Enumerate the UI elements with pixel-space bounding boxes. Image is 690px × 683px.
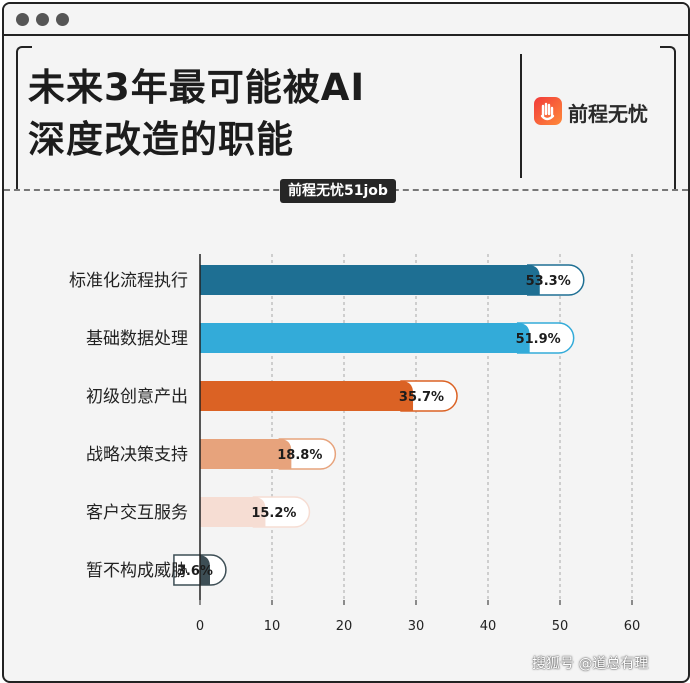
bar-value-label: 53.3% bbox=[526, 274, 571, 289]
x-tick-label: 60 bbox=[624, 619, 641, 634]
x-tick-label: 10 bbox=[264, 619, 281, 634]
header-divider bbox=[520, 54, 522, 178]
bar-value-label: 51.9% bbox=[516, 332, 561, 347]
brand-logo: 前程无忧 bbox=[534, 97, 684, 127]
watermark: 搜狐号 @道总有理 bbox=[532, 656, 649, 672]
x-tick-label: 40 bbox=[480, 619, 497, 634]
brand-name: 前程无忧 bbox=[568, 102, 648, 126]
x-axis: 0 10 20 30 40 50 60 bbox=[196, 254, 640, 634]
bar-value-label: 15.2% bbox=[251, 506, 296, 521]
window-titlebar bbox=[4, 4, 688, 36]
bar-value-label: 3.6% bbox=[177, 564, 213, 579]
bar bbox=[200, 381, 414, 411]
window-dot-icon bbox=[56, 13, 69, 26]
bar bbox=[200, 265, 540, 295]
x-tick-label: 50 bbox=[552, 619, 569, 634]
source-tag: 前程无忧51job bbox=[280, 179, 396, 203]
bar-label-capsule bbox=[278, 438, 337, 470]
bar bbox=[200, 323, 530, 353]
category-label: 客户交互服务 bbox=[86, 503, 188, 523]
bars-layer: 53.3% 标准化流程执行 51.9% 基础数据处理 35.7% 初级创意产出 18.8% 战… bbox=[69, 264, 585, 586]
chart-title: 未来3年最可能被AI 深度改造的职能 bbox=[28, 66, 366, 161]
bar-label-capsule bbox=[527, 264, 585, 296]
brand-hand-icon bbox=[534, 97, 562, 125]
category-label: 初级创意产出 bbox=[86, 387, 188, 407]
header-corner-bracket bbox=[660, 46, 676, 190]
grid-layer bbox=[271, 254, 633, 600]
header: 未来3年最可能被AI 深度改造的职能 前程无忧 bbox=[4, 36, 688, 190]
bar bbox=[198, 555, 210, 585]
bar-label-capsule bbox=[516, 322, 575, 354]
bar bbox=[200, 497, 266, 527]
x-tick-label: 20 bbox=[336, 619, 353, 634]
window-dot-icon bbox=[16, 13, 29, 26]
category-label: 暂不构成威胁 bbox=[86, 561, 188, 581]
bar bbox=[200, 439, 292, 469]
x-tick-label: 30 bbox=[408, 619, 425, 634]
category-label: 战略决策支持 bbox=[86, 445, 188, 465]
window-dot-icon bbox=[36, 13, 49, 26]
bar-value-label: 35.7% bbox=[399, 390, 444, 405]
bar-label-capsule bbox=[252, 496, 311, 528]
bar-chart: 53.3% 标准化流程执行 51.9% 基础数据处理 35.7% 初级创意产出 18.8% 战… bbox=[69, 254, 640, 634]
bar-value-label: 18.8% bbox=[277, 448, 322, 463]
header-corner-bracket bbox=[16, 46, 32, 190]
category-label: 标准化流程执行 bbox=[69, 271, 188, 291]
x-tick-label: 0 bbox=[196, 619, 204, 634]
category-label: 基础数据处理 bbox=[86, 329, 188, 349]
bar-label-capsule bbox=[400, 380, 458, 412]
